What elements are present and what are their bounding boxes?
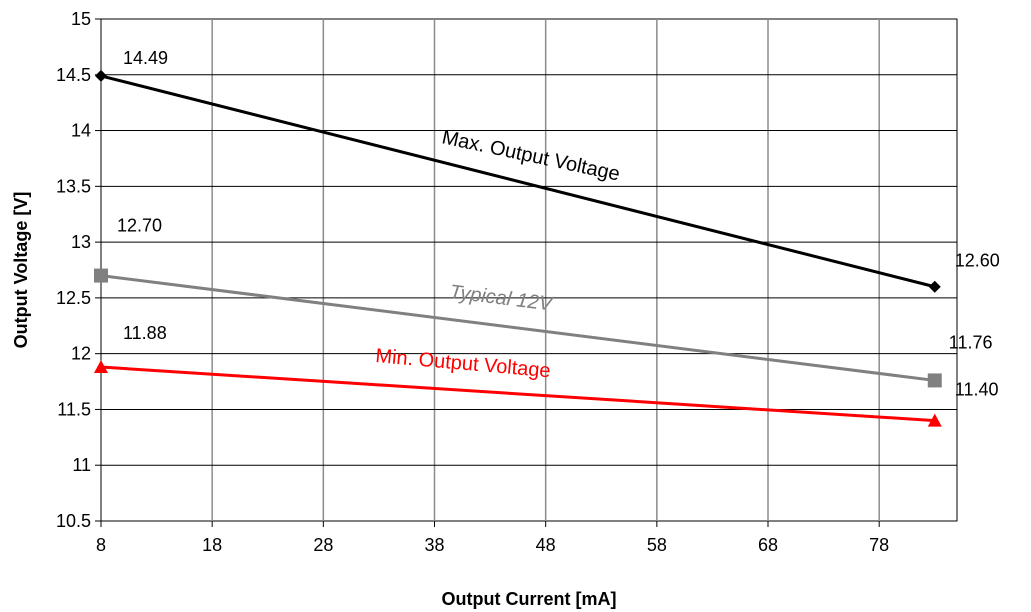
gridlines <box>95 18 957 527</box>
plot-area <box>100 18 958 522</box>
data-label: 11.88 <box>123 323 167 343</box>
y-axis-title: Output Voltage [V] <box>11 192 31 349</box>
y-tick-label: 10.5 <box>56 511 91 531</box>
x-tick-label: 18 <box>202 535 222 555</box>
x-tick-label: 58 <box>647 535 667 555</box>
y-tick-label: 12.5 <box>56 288 91 308</box>
x-tick-label: 48 <box>536 535 556 555</box>
x-tick-label: 28 <box>313 535 333 555</box>
data-point-marker <box>94 268 108 283</box>
x-axis-title: Output Current [mA] <box>442 589 617 609</box>
y-tick-label: 14 <box>71 121 91 141</box>
y-tick-label: 15 <box>71 9 91 29</box>
y-tick-label: 12 <box>71 344 91 364</box>
y-tick-label: 13.5 <box>56 176 91 196</box>
data-point-marker <box>95 69 107 82</box>
data-point-marker <box>927 413 942 427</box>
x-tick-label: 68 <box>758 535 778 555</box>
data-label: 11.76 <box>949 332 993 352</box>
y-tick-label: 13 <box>71 232 91 252</box>
series-line-1 <box>100 274 935 382</box>
data-point-marker <box>928 280 941 293</box>
y-tick-label: 11 <box>72 455 91 475</box>
data-point-marker <box>94 360 108 374</box>
series-layer <box>94 69 942 427</box>
data-label: 14.49 <box>123 48 168 68</box>
series-line-2 <box>100 365 935 423</box>
x-tick-label: 78 <box>869 535 889 555</box>
x-tick-label: 38 <box>424 535 444 555</box>
y-tick-label: 14.5 <box>56 65 91 85</box>
data-labels: 14.49 12.60 12.70 11.76 11.88 11.40 <box>117 48 1000 400</box>
tick-labels: 8 18 28 38 48 58 68 78 10.5 11 11.5 12 12.5 13 13.5 14 1… <box>56 9 889 555</box>
data-point-marker <box>927 373 942 388</box>
y-tick-label: 11.5 <box>57 399 91 419</box>
data-label: 12.60 <box>955 251 1000 271</box>
x-tick-label: 8 <box>96 535 106 555</box>
data-label: 12.70 <box>117 216 162 236</box>
data-label: 11.40 <box>955 380 999 400</box>
series-line-0 <box>100 74 936 289</box>
